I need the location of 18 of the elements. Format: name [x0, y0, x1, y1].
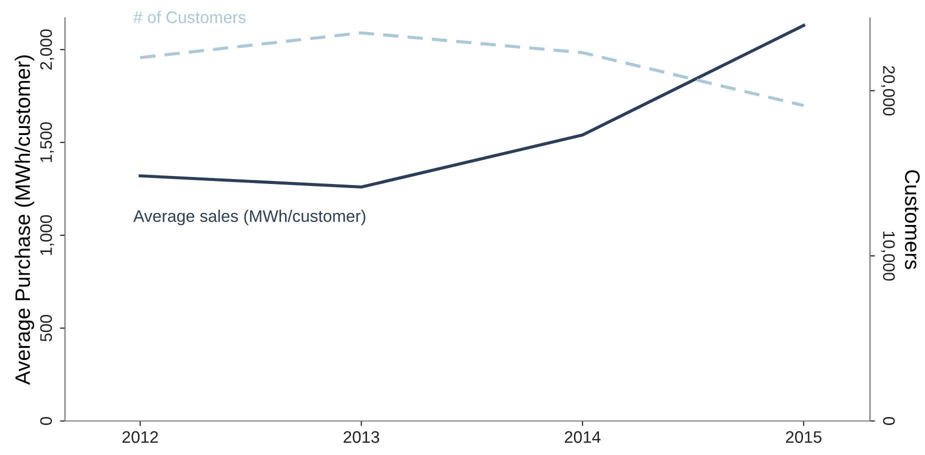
x-tick-label: 2014 [564, 431, 601, 443]
y2-axis-title: Customers [904, 170, 920, 270]
series-label: Average sales (MWh/customer) [133, 210, 366, 226]
y-tick-label: 1,000 [40, 215, 54, 255]
y-tick-label: 1,500 [40, 122, 54, 162]
y-axis-title: Average Purchase (MWh/customer) [14, 55, 34, 385]
y-tick-label: 500 [40, 314, 52, 342]
x-tick-label: 2013 [344, 431, 380, 443]
y2-tick-label: 0 [883, 417, 895, 425]
y-tick-label: 0 [40, 417, 52, 425]
x-tick-label: 2012 [122, 431, 158, 443]
y2-tick-label: 20,000 [881, 66, 895, 116]
y2-tick-label: 10,000 [881, 232, 895, 281]
y-tick-label: 2,000 [40, 29, 54, 70]
line-series [138, 31, 806, 108]
x-tick-label: 2015 [786, 431, 822, 443]
series-label: # of Customers [133, 11, 246, 24]
line-series [138, 24, 806, 189]
